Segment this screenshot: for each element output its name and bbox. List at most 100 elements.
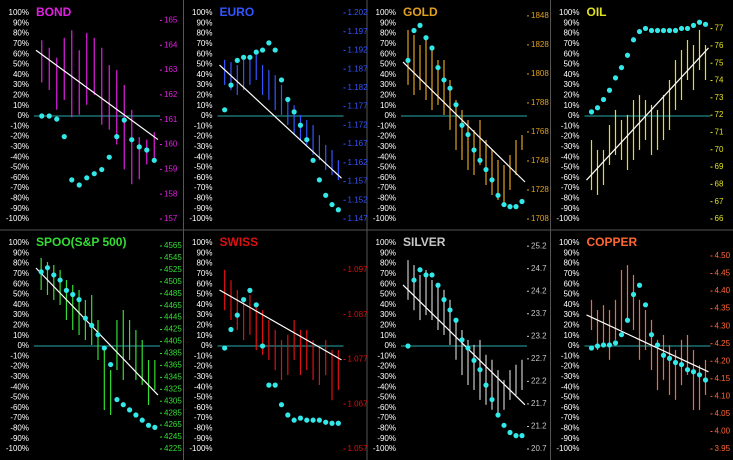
oscillator-dot (44, 265, 51, 271)
y-tick-label: -80% (377, 424, 396, 433)
oscillator-dot (120, 402, 126, 408)
y2-tick-label: 4.40 (715, 286, 731, 295)
oscillator-dot (612, 75, 619, 81)
oscillator-dot (129, 137, 135, 143)
y-tick-label: -20% (377, 362, 396, 371)
oscillator-dot (285, 412, 291, 418)
y2-tick-label: 4565 (164, 241, 182, 250)
y-tick-label: -100% (556, 214, 579, 223)
y-tick-label: 90% (13, 248, 29, 257)
oscillator-dot (411, 27, 417, 34)
oscillator-dot (642, 25, 649, 32)
y-tick-label: -40% (10, 382, 29, 391)
y-tick-label: 10% (196, 101, 212, 110)
y2-tick-label: 4.00 (715, 427, 731, 436)
y-tick-label: -40% (561, 152, 580, 161)
y2-tick-label: 157 (164, 214, 178, 223)
y2-tick-label: 24.2 (531, 286, 547, 295)
oscillator-dot (297, 415, 304, 421)
y-tick-label: -100% (556, 444, 579, 453)
y2-tick-label: 23.2 (531, 331, 547, 340)
y2-tick-label: 4325 (164, 384, 182, 393)
y2-tick-label: 4485 (164, 289, 182, 298)
y-tick-label: -50% (377, 393, 396, 402)
y-tick-label: -70% (377, 413, 396, 422)
oscillator-dot (278, 77, 285, 83)
y-tick-label: -50% (10, 163, 29, 172)
y-tick-label: -10% (10, 121, 29, 130)
oscillator-dot (477, 157, 483, 163)
y2-tick-label: 4.35 (715, 304, 731, 313)
y-tick-label: -40% (377, 152, 396, 161)
y2-tick-label: 25.2 (531, 241, 547, 250)
oscillator-dot (588, 345, 595, 351)
y-tick-label: -30% (10, 372, 29, 381)
y-tick-label: 80% (563, 29, 579, 38)
oscillator-dot (39, 113, 45, 119)
y2-tick-label: 1.177 (348, 102, 369, 111)
y-tick-label: 0% (17, 341, 29, 350)
y2-tick-label: 1.182 (348, 83, 369, 92)
y-tick-label: 10% (380, 331, 396, 340)
y2-tick-label: 1828 (531, 40, 549, 49)
y-tick-label: 40% (380, 70, 396, 79)
trend-line (219, 289, 342, 361)
y-tick-label: -60% (194, 173, 213, 182)
y-tick-label: 50% (196, 290, 212, 299)
y-tick-label: 50% (13, 290, 29, 299)
y2-tick-label: 1.202 (348, 8, 369, 17)
oscillator-dot (495, 192, 501, 198)
y-tick-label: -100% (6, 444, 29, 453)
oscillator-dot (666, 355, 673, 361)
oscillator-dot (114, 134, 120, 140)
y2-tick-label: 1.097 (348, 265, 369, 274)
y-tick-label: -50% (561, 393, 580, 402)
y2-tick-label: 74 (715, 76, 724, 85)
y-tick-label: 0% (17, 111, 29, 120)
oscillator-dot (666, 27, 673, 34)
y2-tick-label: 4.45 (715, 269, 731, 278)
y-tick-label: -60% (377, 173, 396, 182)
y2-tick-label: 4245 (164, 432, 182, 441)
oscillator-dot (417, 22, 423, 28)
y2-tick-label: 160 (164, 140, 178, 149)
oscillator-dot (266, 40, 272, 46)
y-tick-label: 60% (196, 49, 212, 58)
y2-tick-label: 75 (715, 58, 724, 67)
y-tick-label: 80% (13, 29, 29, 38)
oscillator-dot (489, 177, 495, 183)
oscillator-dot (441, 77, 447, 83)
y-tick-label: 10% (13, 331, 29, 340)
oscillator-dot (600, 342, 607, 348)
y2-tick-label: 4345 (164, 372, 182, 381)
y2-tick-label: 1.157 (348, 177, 369, 186)
y2-tick-label: 4.15 (715, 374, 731, 383)
oscillator-dot (114, 396, 120, 403)
oscillator-dot (477, 367, 483, 373)
y-tick-label: -90% (377, 434, 396, 443)
oscillator-dot (126, 407, 133, 413)
y2-tick-label: 22.7 (531, 354, 547, 363)
oscillator-dot (61, 134, 67, 140)
y2-tick-label: 1.197 (348, 27, 369, 36)
y-tick-label: -20% (10, 132, 29, 141)
y-tick-label: 90% (196, 248, 212, 257)
oscillator-dot (405, 57, 411, 63)
y-tick-label: 40% (380, 300, 396, 309)
y-tick-label: 0% (384, 111, 396, 120)
y-tick-label: 90% (380, 18, 396, 27)
oscillator-dot (672, 27, 679, 34)
y2-tick-label: 1.162 (348, 158, 369, 167)
oscillator-dot (145, 422, 152, 428)
y-tick-label: -70% (561, 413, 580, 422)
oscillator-dot (702, 21, 709, 27)
oscillator-dot (636, 28, 643, 35)
oscillator-dot (624, 317, 631, 323)
y2-tick-label: 4305 (164, 396, 182, 405)
y-tick-label: -70% (561, 183, 580, 192)
oscillator-dot (99, 166, 105, 173)
y-tick-label: 80% (13, 259, 29, 268)
y-tick-label: 100% (9, 8, 29, 17)
y2-tick-label: 67 (715, 197, 724, 206)
